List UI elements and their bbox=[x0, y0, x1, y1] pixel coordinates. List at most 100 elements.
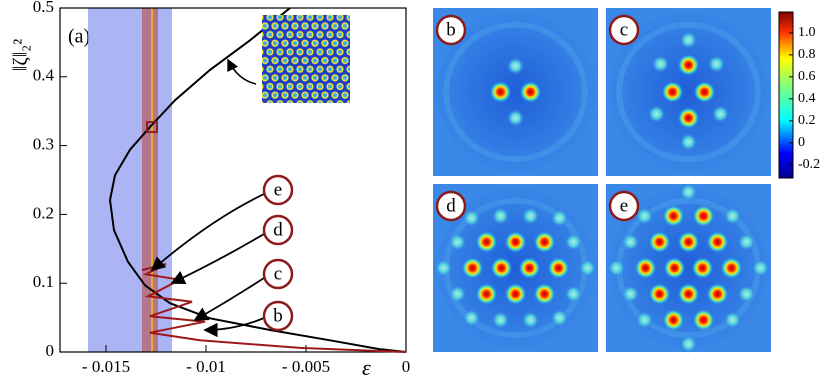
y-axis-label: ‖ζ‖₂² bbox=[10, 39, 32, 71]
x-tick-label: - 0.01 bbox=[186, 357, 226, 376]
y-tick-label: 0.1 bbox=[33, 272, 54, 291]
panel-label: d bbox=[446, 195, 456, 216]
heatmap-halo bbox=[434, 259, 453, 277]
heatmap-halo bbox=[723, 207, 742, 225]
heatmap-halo bbox=[607, 259, 626, 277]
heatmap-peak bbox=[489, 81, 512, 103]
heatmap-halo bbox=[647, 105, 666, 123]
heatmap-halo bbox=[751, 259, 770, 277]
colorbar-tick-label: 0.8 bbox=[798, 47, 816, 62]
annotation-label: b bbox=[273, 305, 283, 326]
heatmap-halo bbox=[679, 31, 698, 49]
heatmap-peak bbox=[648, 231, 671, 253]
heatmap-peak bbox=[691, 257, 714, 279]
heatmap-halo bbox=[564, 285, 583, 303]
heatmap-peak bbox=[504, 231, 527, 253]
heatmap-peak bbox=[677, 107, 700, 129]
heatmap-halo bbox=[550, 309, 569, 327]
heatmap-peak bbox=[677, 231, 700, 253]
heatmap-peak bbox=[661, 81, 684, 103]
panel-label: c bbox=[620, 19, 628, 40]
heatmap-halo bbox=[491, 207, 510, 225]
heatmap-halo bbox=[448, 233, 467, 251]
y-tick-label: 0.4 bbox=[33, 66, 55, 85]
heatmap-halo bbox=[506, 57, 525, 75]
heatmap-peak bbox=[662, 205, 685, 227]
panel-label-circle bbox=[608, 190, 640, 222]
heatmap-halo bbox=[679, 183, 698, 201]
inset-pattern bbox=[262, 15, 350, 103]
colorbar-tick-label: 0 bbox=[798, 135, 805, 150]
y-tick-label: 0.3 bbox=[33, 135, 54, 154]
heatmap-peak bbox=[475, 231, 498, 253]
heatmap-peak bbox=[692, 205, 715, 227]
annotation-arrow bbox=[170, 233, 265, 285]
heatmap-peak bbox=[677, 54, 700, 76]
heatmap-halo bbox=[737, 233, 756, 251]
heatmap-peak bbox=[720, 257, 743, 279]
annotation-label: d bbox=[273, 219, 283, 240]
panel-label-circle bbox=[608, 14, 640, 46]
band bbox=[88, 8, 172, 352]
x-tick-label: - 0.005 bbox=[282, 357, 330, 376]
panel-label-circle bbox=[435, 14, 467, 46]
heatmap-panel bbox=[433, 184, 598, 352]
annotation-arrow bbox=[150, 193, 265, 272]
heatmap-halo bbox=[651, 55, 670, 73]
band bbox=[142, 8, 158, 352]
marker bbox=[146, 121, 158, 133]
panel-label: b bbox=[446, 19, 456, 40]
panel-label-circle bbox=[435, 190, 467, 222]
heatmap-peak bbox=[461, 257, 484, 279]
heatmap-peak bbox=[677, 283, 700, 305]
heatmap-peak bbox=[634, 257, 657, 279]
heatmap-peak bbox=[504, 283, 527, 305]
annotation-arrow bbox=[193, 277, 265, 321]
heatmap-halo bbox=[723, 311, 742, 329]
colorbar-tick-label: 0.6 bbox=[798, 69, 816, 84]
y-tick-label: 0 bbox=[46, 341, 55, 360]
annotation-label-circle bbox=[262, 258, 294, 290]
heatmap-peak bbox=[475, 283, 498, 305]
annotation-label-circle bbox=[262, 214, 294, 246]
heatmap-halo bbox=[578, 259, 597, 277]
panel-label: (a) bbox=[68, 26, 90, 48]
heatmap-peak bbox=[533, 231, 556, 253]
heatmap-halo bbox=[707, 55, 726, 73]
heatmap-ring bbox=[616, 21, 761, 163]
annotation-label-circle bbox=[262, 300, 294, 332]
heatmap-ring bbox=[443, 21, 588, 163]
y-tick-label: 0.5 bbox=[33, 0, 54, 16]
x-tick-label: - 0.015 bbox=[82, 357, 130, 376]
heatmap-peak bbox=[490, 257, 513, 279]
heatmap-peak bbox=[692, 309, 715, 331]
heatmap-halo bbox=[621, 233, 640, 251]
curve bbox=[141, 262, 407, 353]
heatmap-peak bbox=[663, 257, 686, 279]
heatmap-halo bbox=[635, 311, 654, 329]
heatmap-halo bbox=[635, 207, 654, 225]
panel-label: e bbox=[620, 195, 628, 216]
heatmap-halo bbox=[462, 309, 481, 327]
colorbar-tick-label: 0.4 bbox=[798, 91, 816, 106]
heatmap-peak bbox=[693, 81, 716, 103]
heatmap-halo bbox=[679, 335, 698, 353]
heatmap-halo bbox=[448, 285, 467, 303]
heatmap-halo bbox=[564, 233, 583, 251]
heatmap-halo bbox=[737, 285, 756, 303]
heatmap-halo bbox=[506, 109, 525, 127]
heatmap-halo bbox=[550, 209, 569, 227]
colorbar-tick-label: 0.2 bbox=[798, 113, 816, 128]
heatmap-peak bbox=[706, 283, 729, 305]
colorbar-tick-label: 1.0 bbox=[798, 25, 816, 40]
colorbar-tick-label: -0.2 bbox=[798, 157, 820, 172]
x-axis-label: ε bbox=[362, 355, 371, 380]
heatmap-peak bbox=[662, 309, 685, 331]
x-tick-label: 0 bbox=[402, 357, 411, 376]
colorbar bbox=[778, 11, 794, 179]
annotation-label: c bbox=[274, 263, 282, 284]
heatmap-peak bbox=[648, 283, 671, 305]
heatmap-halo bbox=[521, 207, 540, 225]
heatmap-halo bbox=[491, 311, 510, 329]
